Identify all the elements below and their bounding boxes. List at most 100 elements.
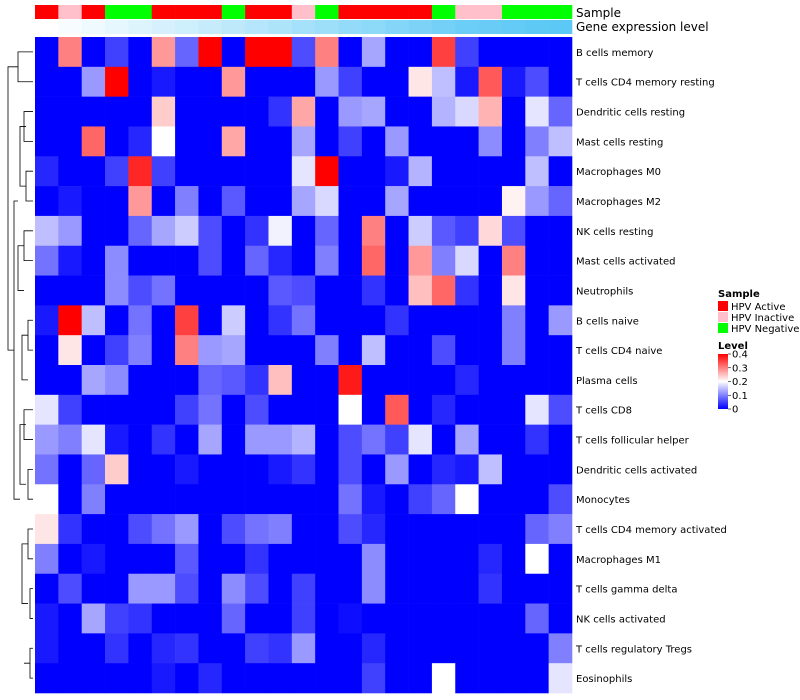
heatmap-cell — [525, 37, 549, 68]
heatmap-cell — [291, 454, 316, 485]
legend-tick-label: 0.4 — [732, 350, 748, 361]
heatmap-cell — [315, 186, 339, 217]
heatmap-cell — [455, 186, 479, 217]
heatmap-cell — [81, 394, 106, 425]
heatmap-cell — [105, 245, 129, 276]
sample-annotation-cell — [385, 5, 409, 19]
heatmap-cell — [221, 663, 246, 694]
sample-annotation-cell — [128, 5, 153, 19]
heatmap-cell — [361, 633, 386, 664]
heatmap-cell — [151, 394, 176, 425]
heatmap-cell — [268, 663, 293, 694]
heatmap-cell — [151, 484, 176, 515]
heatmap-cell — [501, 573, 526, 604]
heatmap-cell — [198, 514, 223, 545]
heatmap-cell — [361, 186, 386, 217]
row-label: B cells naive — [576, 316, 639, 327]
expression-annotation-cell — [525, 20, 549, 34]
heatmap-cell — [478, 215, 503, 247]
row-label: NK cells resting — [576, 227, 653, 238]
heatmap-cell — [525, 126, 549, 157]
heatmap-cell — [431, 245, 456, 276]
heatmap-cell — [58, 484, 82, 515]
expression-annotation-cell — [361, 20, 386, 34]
heatmap-cell — [338, 663, 363, 694]
heatmap-cell — [361, 245, 386, 276]
heatmap-cell — [221, 633, 246, 664]
heatmap-cell — [501, 96, 526, 127]
heatmap-cell — [151, 156, 176, 187]
heatmap-cell — [315, 215, 339, 247]
heatmap-cell — [81, 305, 106, 336]
heatmap-cell — [455, 335, 479, 366]
heatmap-cell — [338, 365, 363, 396]
heatmap-cell — [455, 573, 479, 604]
heatmap-cell — [105, 633, 129, 664]
heatmap-cell — [478, 305, 503, 336]
heatmap-cell — [35, 126, 59, 157]
heatmap-cell — [501, 245, 526, 276]
heatmap-cell — [385, 633, 409, 664]
heatmap-cell — [105, 186, 129, 217]
heatmap-cell — [198, 245, 223, 276]
heatmap-cell — [291, 215, 316, 247]
heatmap-cell — [105, 275, 129, 306]
heatmap-cell — [385, 215, 409, 247]
heatmap-cell — [58, 603, 82, 634]
row-label: Mast cells resting — [576, 137, 663, 148]
heatmap-cell — [361, 96, 386, 127]
heatmap-cell — [455, 126, 479, 157]
heatmap-cell — [291, 37, 316, 68]
legend-swatch — [718, 301, 728, 311]
heatmap-cell — [128, 66, 153, 97]
heatmap-cell — [478, 573, 503, 604]
heatmap-cell — [128, 305, 153, 336]
heatmap-cell — [455, 394, 479, 425]
heatmap-cell — [245, 514, 269, 545]
heatmap-cell — [268, 543, 293, 575]
heatmap-cell — [151, 573, 176, 604]
heatmap-cell — [455, 424, 479, 455]
heatmap-cell — [221, 365, 246, 396]
heatmap-cell — [361, 573, 386, 604]
heatmap-cell — [198, 543, 223, 575]
expression-annotation-cell — [35, 20, 59, 34]
heatmap-cell — [338, 573, 363, 604]
heatmap-cell — [455, 66, 479, 97]
heatmap-cell — [431, 186, 456, 217]
heatmap-cell — [385, 96, 409, 127]
heatmap-cell — [81, 454, 106, 485]
heatmap-cell — [221, 66, 246, 97]
heatmap-cell — [81, 603, 106, 634]
heatmap-cell — [525, 305, 549, 336]
heatmap-cell — [245, 275, 269, 306]
expression-annotation-cell — [338, 20, 363, 34]
heatmap-cell — [198, 454, 223, 485]
heatmap-cell — [245, 215, 269, 247]
heatmap-cell — [151, 37, 176, 68]
expression-annotation-cell — [431, 20, 456, 34]
heatmap-cell — [198, 96, 223, 127]
heatmap-cell — [361, 305, 386, 336]
heatmap-cell — [268, 335, 293, 366]
heatmap-cell — [58, 365, 82, 396]
heatmap-cell — [548, 245, 573, 276]
heatmap-cell — [175, 603, 199, 634]
heatmap-cell — [501, 663, 526, 694]
heatmap-cell — [175, 186, 199, 217]
heatmap-cell — [221, 275, 246, 306]
heatmap-cell — [385, 454, 409, 485]
heatmap-cell — [175, 633, 199, 664]
row-label: Eosinophils — [576, 674, 632, 685]
heatmap-cell — [175, 37, 199, 68]
heatmap-cell — [198, 186, 223, 217]
heatmap-cell — [361, 275, 386, 306]
heatmap-cell — [408, 126, 433, 157]
heatmap-cell — [221, 186, 246, 217]
heatmap-cell — [385, 663, 409, 694]
heatmap-cell — [35, 514, 59, 545]
heatmap-cell — [525, 245, 549, 276]
heatmap-cell — [198, 305, 223, 336]
heatmap-cell — [408, 305, 433, 336]
